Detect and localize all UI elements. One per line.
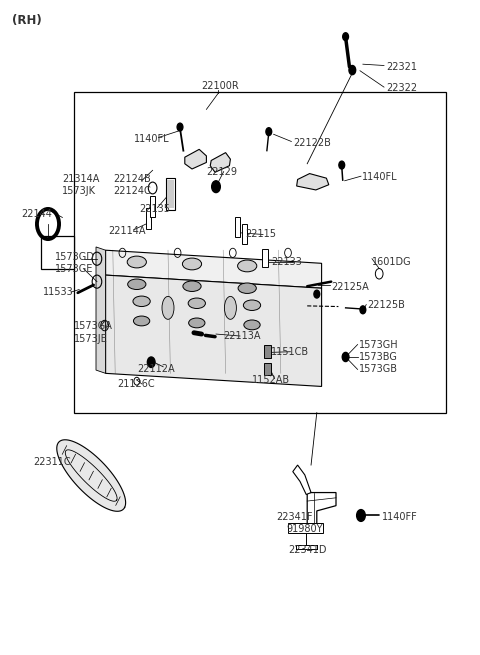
Text: 21126C: 21126C [118, 379, 155, 390]
Ellipse shape [128, 279, 146, 290]
Bar [288, 523, 323, 533]
Circle shape [357, 510, 365, 521]
Text: 22114A: 22114A [108, 225, 145, 236]
Text: 1140FL: 1140FL [134, 134, 170, 144]
Text: 22124B: 22124B [113, 174, 151, 184]
Text: 1573GB: 1573GB [359, 364, 398, 375]
Text: 22112A: 22112A [137, 364, 174, 374]
Ellipse shape [244, 320, 260, 330]
Circle shape [177, 123, 183, 131]
Text: 22124C: 22124C [113, 186, 151, 196]
Ellipse shape [238, 260, 257, 272]
Text: 22133: 22133 [271, 257, 302, 267]
Circle shape [342, 352, 349, 362]
Polygon shape [210, 153, 230, 172]
Polygon shape [185, 149, 206, 169]
Circle shape [266, 128, 272, 136]
Polygon shape [41, 236, 74, 269]
Text: 22125B: 22125B [367, 299, 405, 310]
Text: 1601DG: 1601DG [372, 257, 412, 267]
Circle shape [339, 161, 345, 169]
Text: 22125A: 22125A [331, 282, 369, 292]
Text: 22115: 22115 [245, 229, 276, 240]
Text: 22135: 22135 [139, 204, 170, 214]
Text: 22322: 22322 [386, 83, 418, 94]
Bar [262, 249, 268, 267]
Text: 1151CB: 1151CB [271, 346, 309, 357]
Polygon shape [96, 247, 106, 373]
Text: 1140FL: 1140FL [362, 172, 398, 182]
Circle shape [349, 66, 356, 75]
Circle shape [314, 290, 320, 298]
Text: 1140FF: 1140FF [382, 512, 418, 522]
Text: (RH): (RH) [12, 14, 42, 28]
Text: 1573JE: 1573JE [74, 333, 108, 344]
Text: 1152AB: 1152AB [252, 375, 290, 385]
Polygon shape [106, 250, 322, 288]
Bar [74, 92, 446, 413]
Polygon shape [293, 465, 311, 495]
Ellipse shape [188, 298, 205, 309]
Text: 11533: 11533 [43, 287, 74, 297]
Text: 1573BG: 1573BG [359, 352, 398, 362]
Text: 22341F: 22341F [276, 512, 312, 522]
Text: 1573GA: 1573GA [74, 321, 113, 331]
Ellipse shape [162, 296, 174, 320]
Text: 91980Y: 91980Y [286, 524, 323, 534]
Bar [264, 363, 271, 375]
Bar [150, 196, 155, 217]
Ellipse shape [238, 283, 256, 293]
Bar [264, 345, 271, 358]
Text: 22122B: 22122B [293, 138, 331, 148]
Polygon shape [106, 275, 322, 386]
Bar [146, 208, 151, 229]
Circle shape [147, 357, 155, 367]
Text: 1573GD: 1573GD [55, 252, 95, 263]
Circle shape [343, 33, 348, 41]
Circle shape [360, 306, 366, 314]
Ellipse shape [183, 281, 201, 291]
Ellipse shape [182, 258, 202, 270]
Text: 21314A: 21314A [62, 174, 100, 184]
Bar [235, 217, 240, 237]
Text: 22144: 22144 [22, 208, 52, 219]
Polygon shape [297, 174, 329, 190]
Text: 22321: 22321 [386, 62, 418, 72]
Bar [167, 180, 174, 208]
Text: 1573GE: 1573GE [55, 264, 94, 274]
Bar [242, 224, 247, 244]
Ellipse shape [243, 300, 261, 310]
Text: 22311C: 22311C [34, 457, 71, 468]
Ellipse shape [127, 256, 146, 268]
Text: 22129: 22129 [206, 166, 238, 177]
Text: 1573GH: 1573GH [359, 339, 399, 350]
Polygon shape [307, 493, 336, 527]
Polygon shape [57, 440, 126, 512]
Bar [166, 178, 175, 210]
Text: 22113A: 22113A [223, 331, 261, 341]
Text: 22341D: 22341D [288, 545, 327, 555]
Text: 1573JK: 1573JK [62, 186, 96, 196]
Ellipse shape [133, 316, 150, 326]
Ellipse shape [189, 318, 205, 328]
Ellipse shape [224, 296, 236, 320]
Text: 22100R: 22100R [202, 81, 240, 92]
Circle shape [212, 181, 220, 193]
Ellipse shape [133, 296, 150, 307]
